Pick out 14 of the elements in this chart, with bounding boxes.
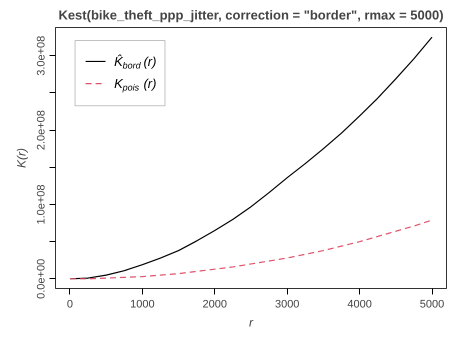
y-tick-label: 3.0e+08 <box>36 36 48 76</box>
y-tick-label: 0.0e+00 <box>36 258 48 299</box>
x-tick-label: 2000 <box>202 298 228 310</box>
x-tick-label: 3000 <box>274 298 300 310</box>
x-tick-label: 4000 <box>347 298 372 310</box>
x-axis-title: r <box>249 316 254 330</box>
x-tick-label: 5000 <box>420 298 444 310</box>
y-axis-title: K(r) <box>14 148 28 168</box>
x-tick-label: 0 <box>66 298 74 310</box>
line-series <box>69 219 433 280</box>
y-tick-label: 1.0e+08 <box>36 184 48 225</box>
chart-title: Kest(bike_theft_ppp_jitter, correction = "border", rmax = 5000) <box>58 8 444 22</box>
x-tick-label: 1000 <box>130 298 155 310</box>
y-tick-label: 2.0e+08 <box>36 110 48 150</box>
